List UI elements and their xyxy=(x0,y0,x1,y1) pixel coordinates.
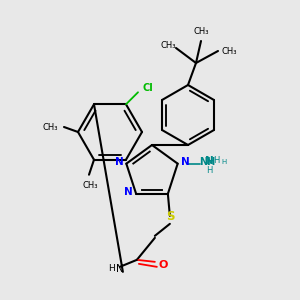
Text: N: N xyxy=(115,157,124,167)
Text: CH₃: CH₃ xyxy=(82,181,98,190)
Text: H: H xyxy=(214,156,220,165)
Text: CH₃: CH₃ xyxy=(193,28,209,37)
Text: H: H xyxy=(206,166,213,175)
Text: N: N xyxy=(124,187,133,197)
Text: Cl: Cl xyxy=(142,83,153,93)
Text: N: N xyxy=(116,264,124,274)
Text: O: O xyxy=(158,260,168,270)
Text: S: S xyxy=(167,210,175,223)
Text: CH₃: CH₃ xyxy=(221,46,237,56)
Text: CH₃: CH₃ xyxy=(42,122,58,131)
Text: H: H xyxy=(221,159,226,165)
Text: H: H xyxy=(109,264,115,273)
Text: CH₃: CH₃ xyxy=(160,40,176,50)
Text: N: N xyxy=(181,157,190,167)
Text: NH: NH xyxy=(200,157,216,167)
Text: N: N xyxy=(205,156,214,166)
